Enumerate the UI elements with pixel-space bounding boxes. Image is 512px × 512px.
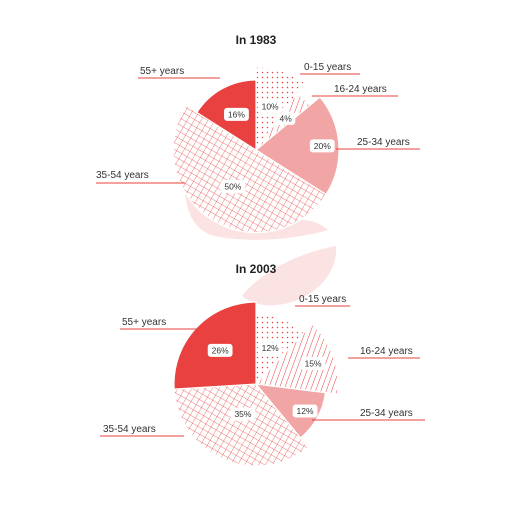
pie-slice-2003-16-24	[254, 323, 339, 395]
value-label-1983-0-15: 10%	[262, 102, 279, 112]
pie-chart-2003: In 2003 12% 0-15 years 15% 16-24 years 12% 25…	[100, 262, 425, 467]
value-label-box-2003-35-54	[230, 407, 256, 421]
pie-labels-2003: 12% 0-15 years 15% 16-24 years 12% 25-34 year…	[100, 294, 425, 437]
value-label-box-2003-0-15	[257, 341, 283, 355]
watermark-decoration	[185, 190, 337, 306]
value-label-2003-55plus: 26%	[212, 345, 229, 355]
category-label-2003-35-54: 35-54 years	[103, 424, 156, 435]
pie-chart-1983: In 1983 10% 0-15 years 4% 16-24 years 20% 25-…	[96, 33, 420, 234]
value-label-box-2003-25-34	[292, 404, 318, 418]
value-label-box-1983-25-34	[309, 139, 335, 153]
watermark-swoosh-upper	[185, 190, 328, 240]
value-label-box-1983-55plus	[224, 107, 249, 121]
value-label-2003-0-15: 12%	[262, 343, 279, 353]
watermark-swoosh-lower	[242, 246, 337, 306]
category-label-2003-55plus: 55+ years	[122, 317, 166, 328]
chart-title-1983: In 1983	[236, 33, 277, 47]
value-label-box-2003-55plus	[207, 343, 233, 357]
value-label-2003-25-34: 12%	[297, 406, 314, 416]
value-label-1983-16-24: 4%	[280, 113, 293, 123]
category-label-2003-16-24: 16-24 years	[360, 346, 413, 357]
value-label-box-1983-16-24	[276, 111, 296, 125]
pie-labels-1983: 10% 0-15 years 4% 16-24 years 20% 25-34 years…	[96, 62, 420, 193]
value-label-1983-55plus: 16%	[228, 109, 245, 119]
category-label-1983-35-54: 35-54 years	[96, 170, 149, 181]
value-label-1983-35-54: 50%	[224, 181, 241, 191]
value-label-box-1983-0-15	[257, 100, 283, 114]
category-label-2003-0-15: 0-15 years	[299, 294, 346, 305]
category-label-1983-55plus: 55+ years	[140, 66, 184, 77]
category-label-1983-16-24: 16-24 years	[334, 84, 387, 95]
category-label-1983-0-15: 0-15 years	[304, 62, 351, 73]
value-label-1983-25-34: 20%	[314, 141, 331, 151]
value-label-2003-16-24: 15%	[305, 358, 322, 368]
pie-slice-1983-35-54	[172, 104, 327, 234]
category-label-1983-25-34: 25-34 years	[357, 137, 410, 148]
category-label-2003-25-34: 25-34 years	[360, 408, 413, 419]
value-label-box-2003-16-24	[300, 356, 326, 370]
pie-slice-2003-35-54	[173, 383, 310, 467]
value-label-2003-35-54: 35%	[234, 409, 251, 419]
chart-title-2003: In 2003	[236, 262, 277, 276]
value-label-box-1983-35-54	[220, 179, 246, 193]
pie-slice-1983-25-34	[254, 96, 340, 196]
pie-slices-2003	[173, 301, 339, 467]
